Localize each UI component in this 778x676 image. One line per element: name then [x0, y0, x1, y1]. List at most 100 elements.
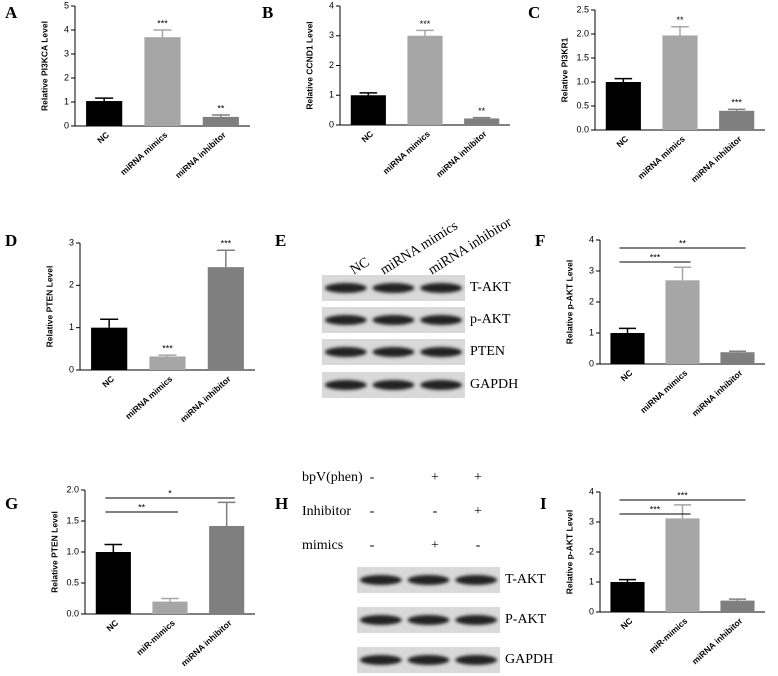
- bar: [152, 601, 188, 614]
- blot-band: [359, 655, 402, 665]
- bar: [144, 37, 181, 127]
- lane-label: miRNA mimics: [378, 219, 461, 279]
- bar: [407, 35, 443, 125]
- error-bar: [472, 116, 491, 119]
- y-axis-label: Relative CCND1 Level: [304, 21, 314, 109]
- bar: [86, 101, 123, 126]
- lane-label: NC: [348, 255, 372, 278]
- y-tick-label: 2.5: [576, 4, 589, 14]
- error-bar: [614, 77, 633, 82]
- x-tick-label: miRNA mimics: [118, 130, 169, 178]
- condition-mark: +: [474, 470, 482, 485]
- band-label: GAPDH: [505, 652, 553, 667]
- condition-mark: +: [431, 470, 439, 485]
- y-tick-label: 2.0: [576, 28, 589, 38]
- y-tick-label: 2: [329, 60, 334, 70]
- condition-mark: -: [370, 538, 375, 553]
- significance: **: [138, 502, 146, 512]
- error-bar: [158, 354, 177, 357]
- y-tick-label: 4: [589, 234, 594, 244]
- band-label: PTEN: [470, 344, 505, 359]
- blot-band: [324, 380, 367, 390]
- bar: [720, 352, 755, 364]
- error-bar: [95, 97, 114, 102]
- blot-band: [455, 655, 498, 665]
- band-label: P-AKT: [505, 612, 547, 627]
- panel-label: C: [528, 3, 540, 22]
- y-tick-label: 4: [64, 24, 69, 34]
- condition-label: Inhibitor: [302, 504, 351, 519]
- y-axis-label: Relative PI3KCA Level: [39, 21, 49, 111]
- condition-mark: -: [433, 504, 438, 519]
- blot-band: [372, 283, 415, 293]
- x-tick-label: miRNA mimics: [638, 368, 689, 416]
- bar: [149, 356, 186, 370]
- y-tick-label: 2: [69, 280, 74, 290]
- error-bar: [618, 327, 637, 333]
- blot-band: [407, 615, 450, 625]
- bar: [665, 518, 700, 612]
- x-tick-label: miRNA inhibitor: [173, 129, 228, 180]
- y-axis-label: Relative PTEN Level: [44, 266, 54, 348]
- x-tick-label: miRNA mimics: [123, 374, 174, 422]
- significance: **: [478, 106, 486, 116]
- band-label: GAPDH: [470, 377, 518, 392]
- significance: **: [679, 238, 687, 248]
- error-bar: [727, 108, 746, 111]
- blot-band: [407, 575, 450, 585]
- y-axis-label: Relative p-AKT Level: [564, 510, 574, 595]
- y-tick-label: 3: [329, 30, 334, 40]
- y-tick-label: 0.5: [576, 100, 589, 110]
- blot-band: [359, 615, 402, 625]
- y-tick-label: 0.0: [66, 608, 79, 618]
- condition-label: bpV(phen): [302, 470, 363, 485]
- bar: [464, 118, 500, 125]
- y-tick-label: 2: [589, 296, 594, 306]
- y-tick-label: 4: [589, 486, 594, 496]
- blot-band: [420, 347, 463, 357]
- error-bar: [671, 26, 689, 36]
- y-tick-label: 0: [69, 364, 74, 374]
- bar: [665, 280, 700, 364]
- error-bar: [104, 543, 123, 552]
- error-bar: [359, 92, 378, 96]
- y-tick-label: 3: [589, 265, 594, 275]
- significance: ***: [650, 252, 661, 262]
- x-tick-label: miR-mimics: [647, 616, 690, 656]
- y-axis-label: Relative p-AKT Level: [564, 260, 574, 345]
- band-label: p-AKT: [470, 312, 511, 327]
- x-tick-label: NC: [100, 374, 116, 390]
- x-tick-label: NC: [359, 129, 375, 145]
- y-tick-label: 1: [64, 96, 69, 106]
- blot-band: [420, 315, 463, 325]
- band-label: T-AKT: [505, 572, 546, 587]
- error-bar: [673, 504, 692, 519]
- band-label: T-AKT: [470, 280, 511, 295]
- y-tick-label: 1: [69, 322, 74, 332]
- x-tick-label: miR-mimics: [134, 618, 177, 658]
- panel-label: D: [5, 231, 17, 250]
- error-bar: [216, 249, 235, 268]
- y-axis-label: Relative PI3KR1: [559, 37, 569, 102]
- y-tick-label: 0: [589, 606, 594, 616]
- error-bar: [673, 266, 692, 281]
- y-tick-label: 0: [589, 358, 594, 368]
- panel-label: B: [262, 3, 273, 22]
- blot-band: [420, 283, 463, 293]
- significance: **: [217, 103, 225, 113]
- blot-band: [455, 615, 498, 625]
- x-tick-label: miRNA inhibitor: [434, 128, 489, 179]
- blot-band: [420, 380, 463, 390]
- error-bar: [100, 318, 119, 328]
- significance: ***: [677, 490, 688, 500]
- error-bar: [728, 598, 747, 601]
- y-tick-label: 1.5: [66, 515, 79, 525]
- y-tick-label: 0: [64, 120, 69, 130]
- bar: [662, 35, 698, 130]
- y-tick-label: 3: [64, 48, 69, 58]
- blot-band: [372, 315, 415, 325]
- significance: **: [676, 15, 684, 25]
- x-tick-label: miRNA inhibitor: [690, 367, 745, 418]
- x-tick-label: miRNA inhibitor: [179, 617, 234, 668]
- x-tick-label: NC: [95, 130, 111, 146]
